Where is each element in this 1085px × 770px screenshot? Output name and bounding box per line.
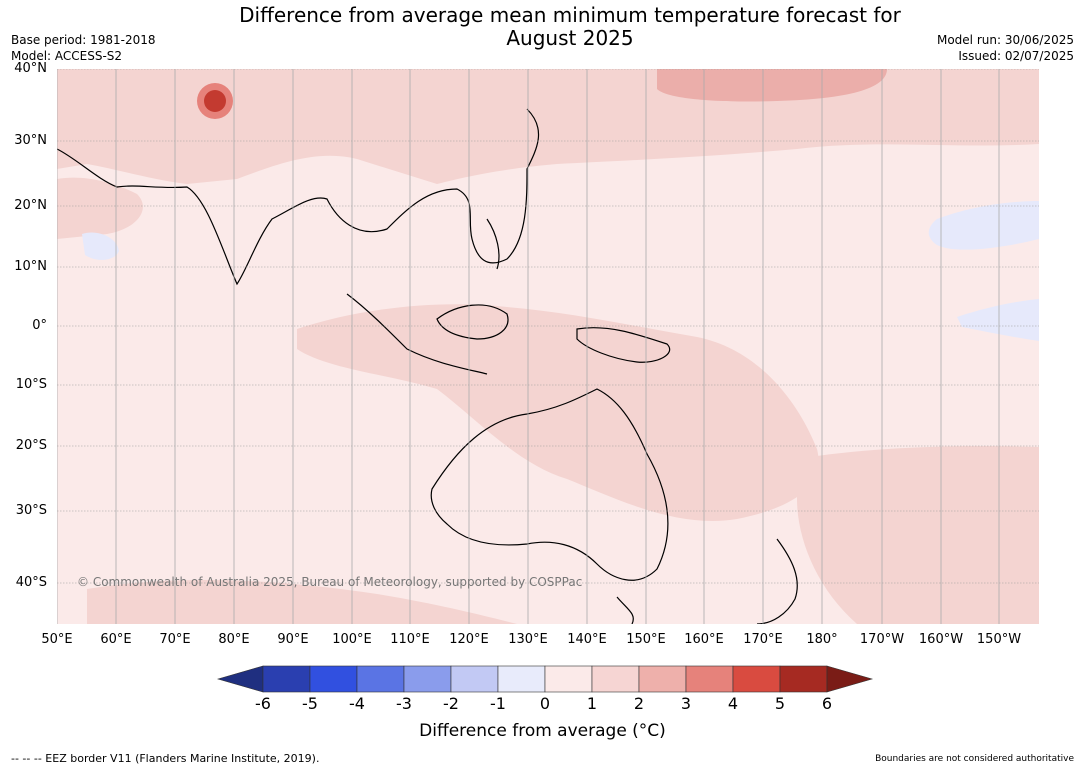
colorbar-tick-label: 6 bbox=[821, 694, 833, 713]
latitude-label: 30°N bbox=[14, 133, 47, 148]
longitude-label: 150°E bbox=[626, 632, 666, 647]
australia-coastline bbox=[430, 388, 669, 581]
colorbar-arrow-high bbox=[826, 665, 874, 693]
longitude-label: 90°E bbox=[277, 632, 309, 647]
colorbar-segment bbox=[262, 665, 311, 693]
latitude-label: 10°N bbox=[14, 259, 47, 274]
longitude-label: 100°E bbox=[332, 632, 372, 647]
colorbar-segment bbox=[450, 665, 499, 693]
longitude-label: 70°E bbox=[159, 632, 191, 647]
asia-coastline bbox=[57, 108, 540, 286]
colorbar-label: Difference from average (°C) bbox=[419, 721, 666, 741]
forecast-map bbox=[57, 69, 1039, 624]
colorbar-tick-label: -2 bbox=[443, 694, 459, 713]
meta-right: Model run: 30/06/2025 Issued: 02/07/2025 bbox=[937, 32, 1074, 64]
longitude-label: 50°E bbox=[41, 632, 73, 647]
cool-region-north-pacific bbox=[928, 201, 1039, 250]
tasmania-coastline bbox=[616, 596, 634, 624]
new-zealand-coastline bbox=[756, 538, 798, 624]
graticule bbox=[57, 69, 1039, 624]
colorbar-tick-label: -1 bbox=[490, 694, 506, 713]
colorbar-tick-label: -3 bbox=[396, 694, 412, 713]
latitude-label: 30°S bbox=[15, 503, 47, 518]
longitude-label: 160°W bbox=[918, 632, 964, 647]
colorbar-segment bbox=[356, 665, 405, 693]
longitude-label: 160°E bbox=[684, 632, 724, 647]
latitude-label: 20°S bbox=[15, 438, 47, 453]
hot-spot-inner bbox=[204, 90, 226, 112]
base-period: Base period: 1981-2018 bbox=[11, 33, 156, 47]
title-line-2: August 2025 bbox=[506, 26, 634, 50]
new-guinea-coastline bbox=[576, 327, 671, 363]
colorbar-segment bbox=[309, 665, 358, 693]
colorbar-tick-label: 0 bbox=[539, 694, 551, 713]
longitude-label: 60°E bbox=[100, 632, 132, 647]
cool-region-equatorial-pacific bbox=[957, 299, 1039, 341]
boundaries-disclaimer: Boundaries are not considered authoritat… bbox=[875, 754, 1074, 764]
sumatra-java-coastline bbox=[346, 293, 488, 375]
colorbar-tick-label: 3 bbox=[680, 694, 692, 713]
colorbar-segment bbox=[497, 665, 546, 693]
colorbar-tick-label: -6 bbox=[255, 694, 271, 713]
latitude-label: 0° bbox=[32, 318, 47, 333]
colorbar-tick-label: 4 bbox=[727, 694, 739, 713]
colorbar-segment bbox=[685, 665, 734, 693]
longitude-label: 110°E bbox=[390, 632, 430, 647]
longitude-label: 140°E bbox=[567, 632, 607, 647]
colorbar-tick-label: -4 bbox=[349, 694, 365, 713]
longitude-label: 150°W bbox=[976, 632, 1022, 647]
longitude-label: 130°E bbox=[508, 632, 548, 647]
latitude-label: 10°S bbox=[15, 377, 47, 392]
meta-left: Base period: 1981-2018 Model: ACCESS-S2 bbox=[11, 32, 156, 64]
longitude-label: 80°E bbox=[218, 632, 250, 647]
latitude-label: 40°N bbox=[14, 61, 47, 76]
copyright-notice: © Commonwealth of Australia 2025, Bureau… bbox=[77, 575, 583, 589]
philippines-coastline bbox=[486, 218, 500, 270]
colorbar-tick-label: 2 bbox=[633, 694, 645, 713]
colorbar-arrow-low bbox=[216, 665, 264, 693]
latitude-label: 20°N bbox=[14, 198, 47, 213]
warm-region-north-strong bbox=[657, 69, 887, 102]
latitude-label: 40°S bbox=[15, 575, 47, 590]
colorbar-segment bbox=[779, 665, 828, 693]
colorbar bbox=[216, 665, 874, 693]
longitude-label: 170°E bbox=[743, 632, 783, 647]
eez-border-note: -- -- -- EEZ border V11 (Flanders Marine… bbox=[11, 752, 320, 765]
model-run: Model run: 30/06/2025 bbox=[936, 33, 1074, 47]
cool-region-arabian-sea bbox=[82, 232, 119, 260]
colorbar-segment bbox=[638, 665, 687, 693]
colorbar-segment bbox=[544, 665, 593, 693]
longitude-label: 180° bbox=[806, 632, 838, 647]
model-name: Model: ACCESS-S2 bbox=[11, 49, 123, 63]
warm-region-south-pacific bbox=[797, 446, 1039, 624]
title-line-1: Difference from average mean minimum tem… bbox=[239, 3, 901, 27]
colorbar-tick-label: -5 bbox=[302, 694, 318, 713]
longitude-label: 170°W bbox=[859, 632, 905, 647]
colorbar-segment bbox=[732, 665, 781, 693]
issued-date: Issued: 02/07/2025 bbox=[958, 49, 1074, 63]
warm-region-south bbox=[87, 579, 517, 624]
colorbar-tick-label: 5 bbox=[774, 694, 786, 713]
colorbar-tick-label: 1 bbox=[586, 694, 598, 713]
colorbar-segment bbox=[403, 665, 452, 693]
colorbar-segment bbox=[591, 665, 640, 693]
map-title: Difference from average mean minimum tem… bbox=[200, 4, 940, 50]
warm-region-arabia bbox=[57, 177, 143, 239]
longitude-label: 120°E bbox=[449, 632, 489, 647]
